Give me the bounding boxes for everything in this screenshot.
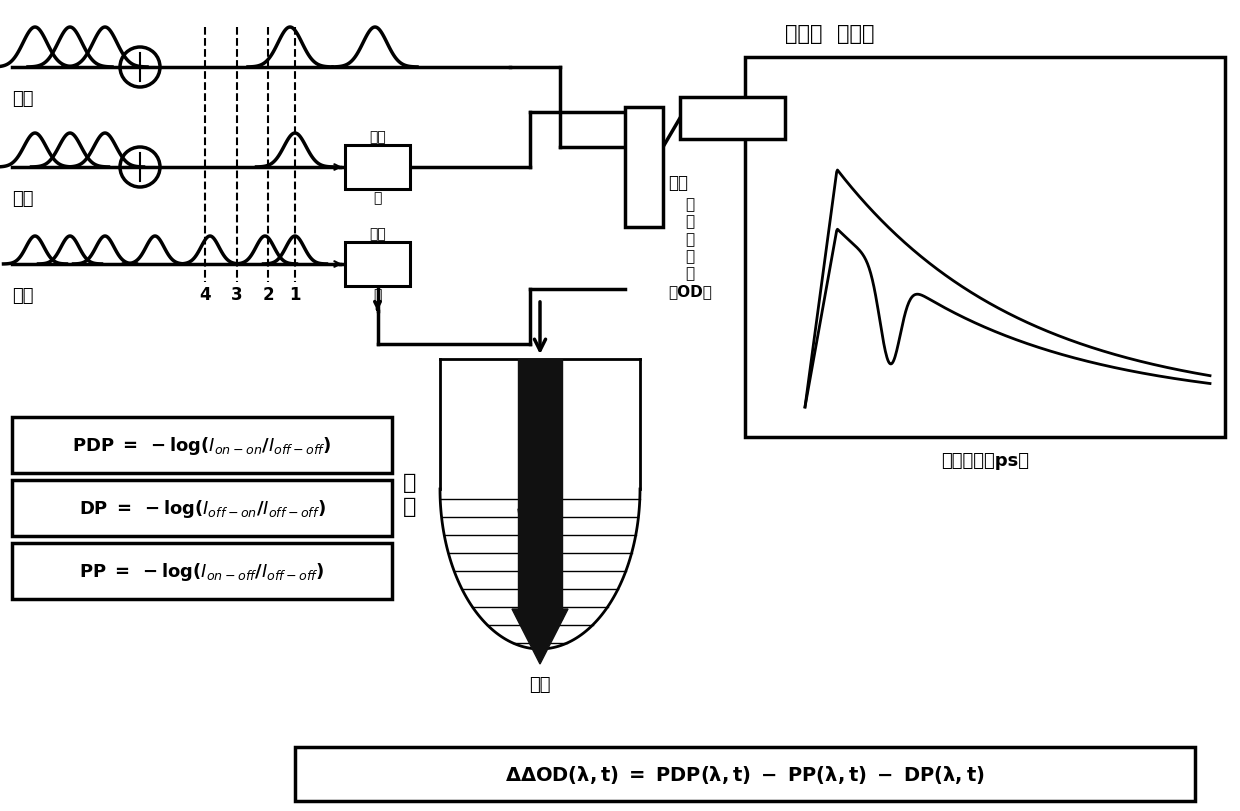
Bar xyxy=(680,98,785,139)
Bar xyxy=(745,58,1225,437)
Text: 3: 3 xyxy=(231,285,243,303)
Text: 泵浦: 泵浦 xyxy=(12,90,33,108)
Bar xyxy=(12,480,392,536)
Text: $\mathbf{PDP\ =\ -log(}$$\mathit{I}_{\mathit{on-on}}$$\mathbf{/}$$\mathit{I}_{\m: $\mathbf{PDP\ =\ -log(}$$\mathit{I}_{\ma… xyxy=(72,435,331,457)
Text: 探测: 探测 xyxy=(720,109,744,128)
Text: 2: 2 xyxy=(262,285,274,303)
Text: 无亏蚀光: 无亏蚀光 xyxy=(1007,203,1050,221)
Text: 延迟: 延迟 xyxy=(370,227,386,241)
Text: 线: 线 xyxy=(373,191,382,204)
Polygon shape xyxy=(518,359,562,620)
Text: 亏蚀: 亏蚀 xyxy=(529,676,551,693)
Bar xyxy=(12,418,392,474)
Text: ΔT: ΔT xyxy=(849,96,878,115)
Text: 吸
光
度
变
化
（OD）: 吸 光 度 变 化 （OD） xyxy=(668,197,712,298)
Text: 激
发: 激 发 xyxy=(403,473,417,516)
Text: 4: 4 xyxy=(200,285,211,303)
Text: $\mathbf{PP\ =\ -log(}$$\mathit{I}_{\mathit{on-off}}$$\mathbf{/}$$\mathit{I}_{\m: $\mathbf{PP\ =\ -log(}$$\mathit{I}_{\mat… xyxy=(79,560,325,582)
Text: 探测: 探测 xyxy=(12,286,33,305)
Text: 线: 线 xyxy=(373,288,382,302)
Polygon shape xyxy=(518,509,562,659)
Bar xyxy=(12,543,392,599)
Text: $\mathbf{\Delta\Delta OD(\lambda,t)\ =\ PDP(\lambda,t)\ -\ PP(\lambda,t)\ -\ DP(: $\mathbf{\Delta\Delta OD(\lambda,t)\ =\ … xyxy=(505,763,985,785)
Polygon shape xyxy=(440,489,640,649)
Text: 有亏蚀光: 有亏蚀光 xyxy=(1007,251,1050,270)
Bar xyxy=(345,242,410,286)
Bar xyxy=(345,146,410,190)
Text: 1: 1 xyxy=(289,285,301,303)
Text: 激发光  亏蚀光: 激发光 亏蚀光 xyxy=(785,24,874,44)
Text: 亏蚀: 亏蚀 xyxy=(12,190,33,208)
Text: $\mathbf{DP\ =\ -log(}$$\mathit{I}_{\mathit{off-on}}$$\mathbf{/}$$\mathit{I}_{\m: $\mathbf{DP\ =\ -log(}$$\mathit{I}_{\mat… xyxy=(78,497,325,519)
Text: 样品: 样品 xyxy=(668,174,688,191)
Text: 延迟时间（ps）: 延迟时间（ps） xyxy=(941,452,1029,470)
Polygon shape xyxy=(440,359,640,489)
Bar xyxy=(295,747,1195,801)
Bar xyxy=(625,108,663,228)
Polygon shape xyxy=(512,609,568,664)
Text: 延迟: 延迟 xyxy=(370,130,386,144)
